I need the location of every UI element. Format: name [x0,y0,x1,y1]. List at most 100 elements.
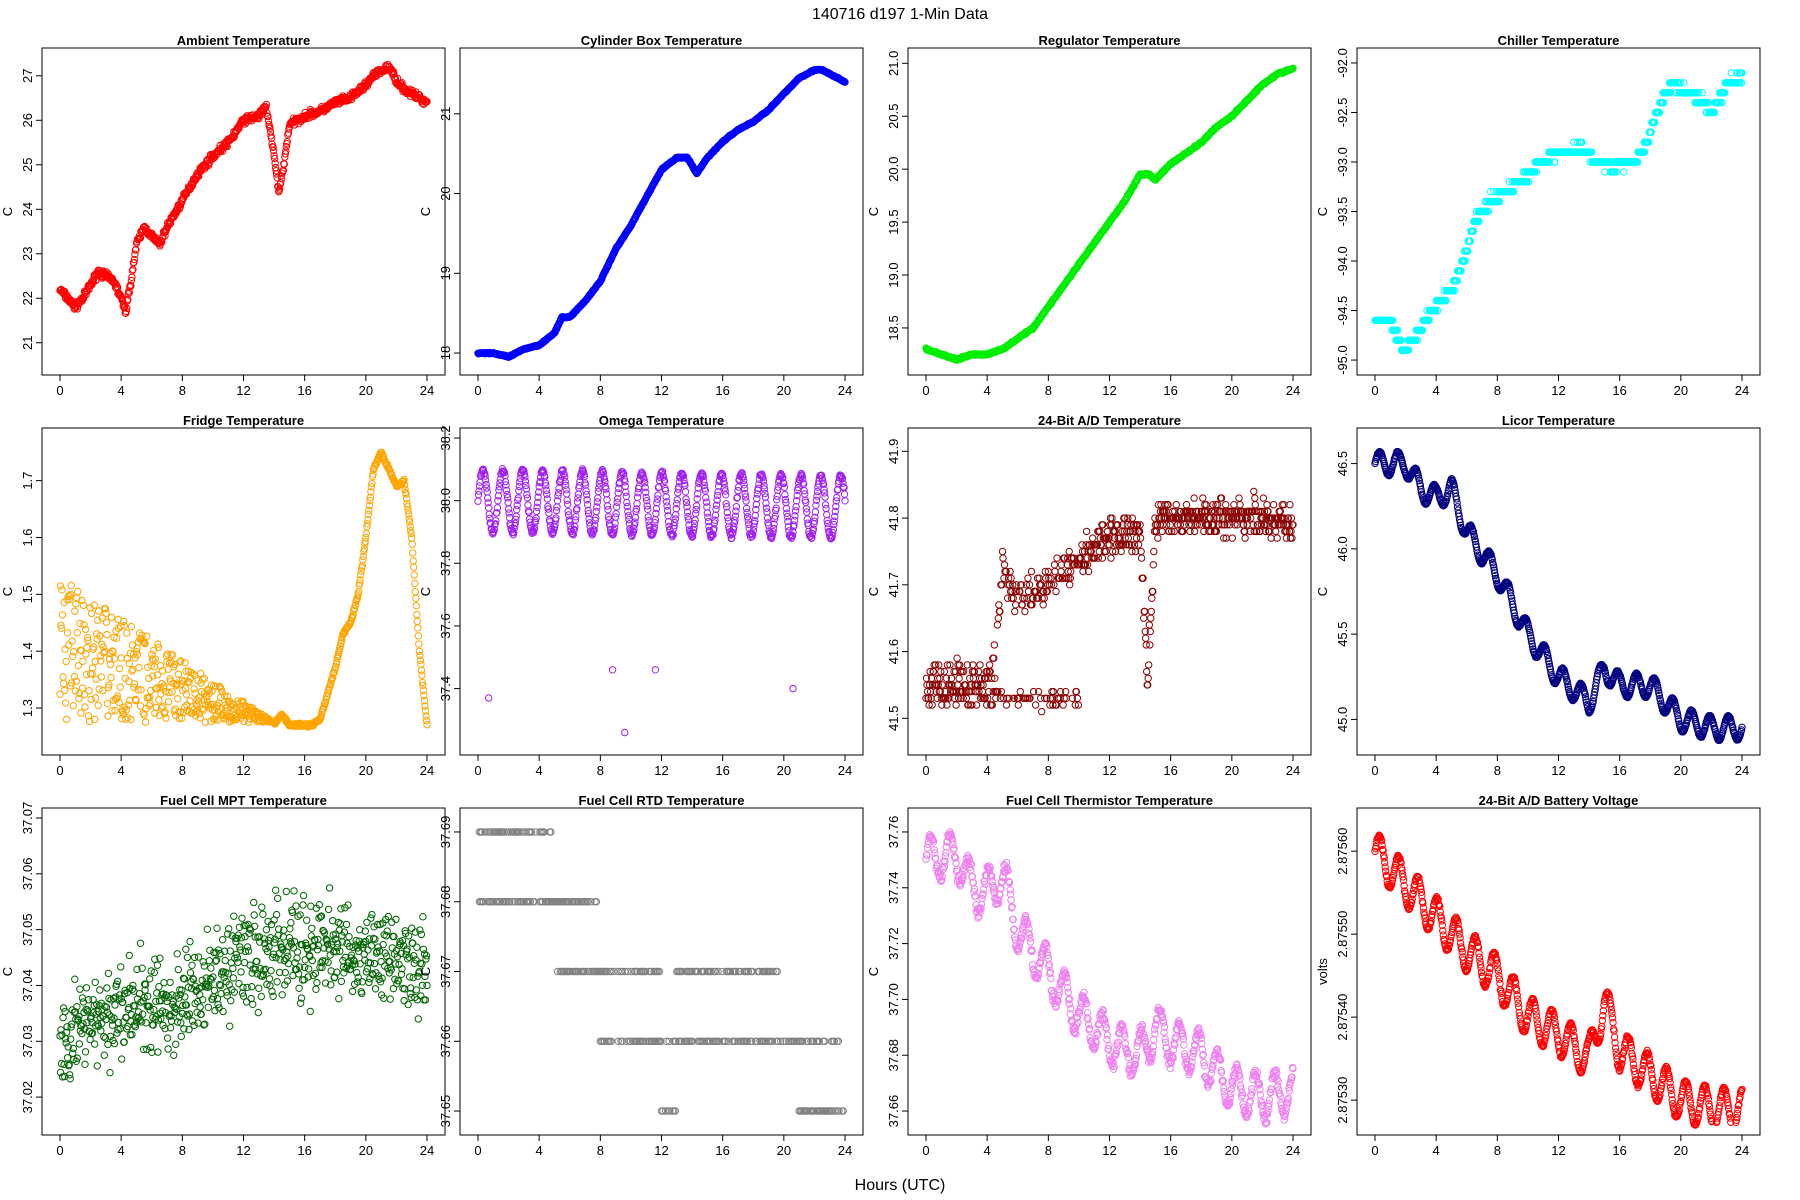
x-tick-label: 20 [359,383,373,398]
data-point [955,661,964,669]
data-point [56,582,65,590]
data-point [998,547,1007,556]
data-point [103,700,112,708]
data-point [1012,601,1020,609]
data-point [146,699,154,708]
data-point [415,640,423,648]
data-point [266,124,274,133]
data-point [63,629,72,637]
data-point [732,503,741,511]
data-point [1048,687,1056,696]
data-point [1038,707,1046,716]
data-point [654,491,662,499]
data-point [83,644,91,652]
data-point [187,183,195,192]
x-tick-label: 12 [236,763,250,778]
y-tick-label: 19 [438,266,453,280]
data-point [1102,547,1110,556]
data-point [1021,607,1029,616]
data-point [235,124,243,133]
data-point [77,709,85,717]
data-point [102,618,111,626]
data-point [1450,287,1459,295]
data-point [270,154,279,163]
data-point [1128,514,1137,522]
y-tick-label: 20.5 [886,104,901,129]
data-point [414,632,422,640]
y-tick-label: 23 [20,247,35,261]
data-point [1150,547,1158,556]
x-tick-label: 16 [1163,383,1177,398]
data-point [990,641,998,649]
data-point [1434,306,1442,315]
panel-title: Chiller Temperature [1498,33,1620,48]
data-point [59,673,67,681]
x-tick-label: 0 [56,383,63,398]
y-tick-label: 38.2 [438,425,453,450]
data-point [524,501,532,509]
data-point [564,500,572,508]
data-point [69,702,78,710]
data-point [58,611,67,619]
data-point [841,497,849,505]
data-point [123,304,131,312]
y-tick-label: 1.6 [20,528,35,546]
y-tick-label: 41.8 [886,505,901,530]
data-point [123,629,131,637]
plot-frame [41,47,446,376]
data-point [423,721,431,729]
y-axis-title: C [866,207,881,216]
y-tick-label: 1.4 [20,642,35,660]
data-point [58,586,66,594]
data-point [1039,601,1047,609]
x-tick-label: 16 [715,763,729,778]
data-point [115,664,124,673]
data-points [1371,69,1746,354]
x-tick-label: 20 [359,763,373,778]
data-point [1024,574,1032,582]
data-point [1014,701,1022,709]
y-tick-label: 37.8 [438,551,453,576]
data-point [1461,257,1469,265]
y-tick-label: 25 [20,158,35,172]
data-point [70,648,78,656]
y-tick-label: 41.5 [886,706,901,731]
x-tick-label: 24 [420,383,434,398]
data-point [271,159,279,167]
data-point [59,679,68,688]
data-point [283,138,291,146]
data-point [418,671,426,679]
data-point [821,493,829,501]
data-point [128,641,137,649]
data-point [993,621,1002,629]
data-point [1136,534,1145,542]
data-point [410,563,418,571]
data-point [504,498,512,507]
data-point [1082,527,1091,536]
data-point [268,140,276,148]
data-point [270,152,278,160]
x-tick-label: 16 [297,383,311,398]
data-point [1108,514,1116,522]
data-point [1098,554,1107,562]
data-point [1432,306,1440,315]
x-tick-label: 8 [597,383,604,398]
data-point [1140,614,1148,622]
data-point [972,701,981,709]
data-point [1530,168,1539,176]
x-tick-label: 12 [654,383,668,398]
data-point [1464,247,1472,255]
data-point [1051,567,1059,576]
data-point [1442,296,1450,305]
x-tick-label: 16 [297,763,311,778]
data-point [1027,567,1036,576]
data-point [281,150,289,158]
data-point [1457,267,1465,275]
x-tick-label: 0 [1371,383,1378,398]
data-point [1551,158,1559,166]
x-tick-label: 20 [777,383,791,398]
x-tick-label: 20 [777,763,791,778]
